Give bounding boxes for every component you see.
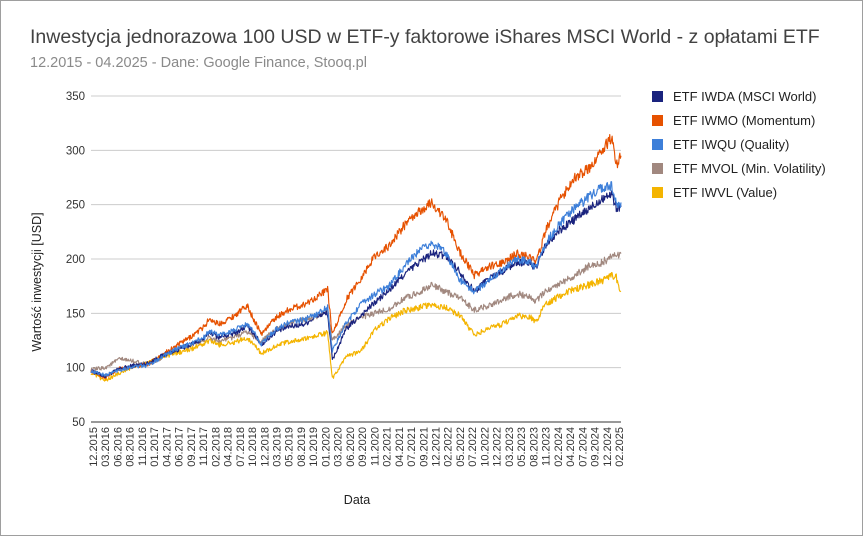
- x-tick-label: 12.2022: [492, 427, 504, 467]
- x-tick-label: 07.2018: [235, 427, 247, 467]
- x-tick-label: 09.2024: [590, 427, 602, 467]
- legend-label: ETF IWQU (Quality): [673, 137, 789, 152]
- chart-subtitle: 12.2015 - 04.2025 - Dane: Google Finance…: [30, 55, 367, 71]
- legend-label: ETF MVOL (Min. Volatility): [673, 161, 826, 176]
- legend-swatch: [652, 163, 663, 174]
- x-tick-label: 12.2018: [259, 427, 271, 467]
- x-tick-label: 11.2023: [541, 427, 553, 466]
- x-tick-label: 09.2020: [357, 427, 369, 467]
- y-axis-title: Wartość inwestycji [USD]: [30, 212, 44, 351]
- x-tick-label: 03.2023: [504, 427, 516, 467]
- x-tick-labels: 12.2015 03.2016 06.2016 08.2016 11.2016 01.20…: [88, 427, 626, 467]
- x-tick-label: 02.2025: [614, 427, 626, 467]
- x-tick-label: 11.2016: [137, 427, 149, 466]
- x-tick-label: 07.2021: [406, 427, 418, 467]
- series-line-4: [90, 272, 622, 382]
- x-tick-label: 05.2022: [455, 427, 467, 467]
- x-tick-label: 02.2024: [553, 427, 565, 467]
- legend-label: ETF IWMO (Momentum): [673, 113, 815, 128]
- y-tick-label: 300: [66, 145, 85, 157]
- x-tick-label: 12.2015: [88, 427, 100, 467]
- legend-swatch: [652, 91, 663, 102]
- x-tick-label: 04.2021: [394, 427, 406, 467]
- x-tick-label: 02.2018: [210, 427, 222, 467]
- x-tick-label: 08.2019: [296, 427, 308, 467]
- chart-title: Inwestycja jednorazowa 100 USD w ETF-y f…: [30, 26, 820, 48]
- y-tick-label: 200: [66, 254, 85, 266]
- y-tick-label: 100: [66, 363, 85, 375]
- x-tick-label: 11.2017: [198, 427, 210, 466]
- x-tick-label: 03.2019: [271, 427, 283, 467]
- y-tick-label: 250: [66, 200, 85, 212]
- x-tick-label: 05.2019: [284, 427, 296, 467]
- x-tick-label: 01.2017: [149, 427, 161, 467]
- y-tick-label: 350: [66, 91, 85, 103]
- legend-label: ETF IWVL (Value): [673, 185, 777, 200]
- x-tick-label: 06.2017: [174, 427, 186, 467]
- x-tick-label: 12.2024: [602, 427, 614, 467]
- x-tick-label: 04.2024: [565, 427, 577, 467]
- x-tick-label: 09.2021: [418, 427, 430, 467]
- x-tick-label: 11.2020: [369, 427, 381, 466]
- legend-swatch: [652, 187, 663, 198]
- x-tick-label: 06.2016: [112, 427, 124, 467]
- x-tick-label: 03.2020: [333, 427, 345, 467]
- x-tick-label: 09.2017: [186, 427, 198, 467]
- x-tick-label: 04.2017: [161, 427, 173, 467]
- x-tick-label: 01.2020: [320, 427, 332, 467]
- series-line-2: [90, 181, 622, 377]
- x-tick-label: 10.2022: [479, 427, 491, 467]
- x-tick-label: 12.2021: [431, 427, 443, 467]
- x-tick-label: 10.2019: [308, 427, 320, 467]
- x-tick-label: 10.2018: [247, 427, 259, 467]
- legend-label: ETF IWDA (MSCI World): [673, 89, 816, 104]
- y-tick-labels: 50 100 150 200 250 300 350: [66, 91, 85, 429]
- grid-layer: [91, 95, 621, 423]
- x-tick-label: 02.2022: [443, 427, 455, 467]
- x-axis-title: Data: [344, 493, 370, 507]
- x-tick-label: 04.2018: [223, 427, 235, 467]
- y-tick-label: 150: [66, 308, 85, 320]
- x-tick-label: 08.2016: [125, 427, 137, 467]
- series-line-1: [90, 133, 622, 380]
- series-layer: [90, 133, 622, 382]
- x-tick-label: 02.2021: [382, 427, 394, 467]
- legend: ETF IWDA (MSCI World) ETF IWMO (Momentum)…: [652, 89, 826, 200]
- x-tick-label: 07.2022: [467, 427, 479, 467]
- x-tick-label: 08.2023: [528, 427, 540, 467]
- x-tick-label: 03.2016: [100, 427, 112, 467]
- legend-swatch: [652, 139, 663, 150]
- y-tick-label: 50: [72, 417, 85, 429]
- x-tick-label: 05.2023: [516, 427, 528, 467]
- x-tick-label: 07.2024: [577, 427, 589, 467]
- x-tick-label: 06.2020: [345, 427, 357, 467]
- legend-swatch: [652, 115, 663, 126]
